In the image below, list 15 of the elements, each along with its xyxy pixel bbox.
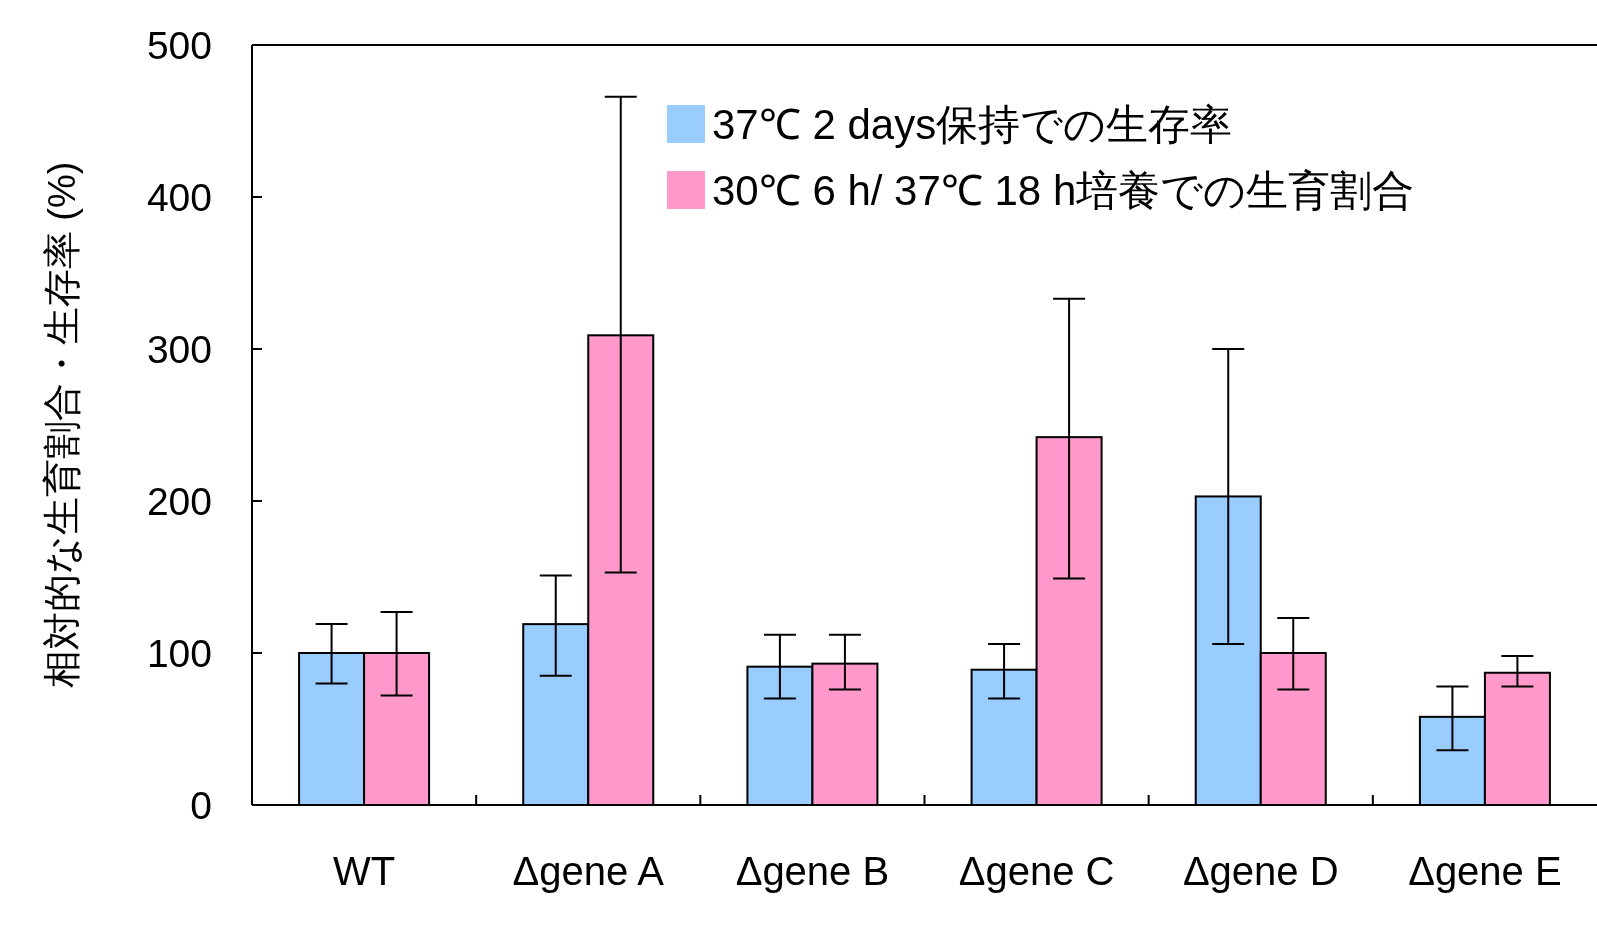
y-tick-label: 400 bbox=[146, 176, 212, 219]
y-tick-label: 500 bbox=[146, 24, 212, 67]
y-tick-label: 100 bbox=[146, 632, 212, 675]
y-tick-label: 200 bbox=[146, 480, 212, 523]
legend-label: 37℃ 2 days保持での生存率 bbox=[712, 101, 1233, 148]
x-tick-label: Δgene B bbox=[735, 849, 890, 893]
y-tick-label: 300 bbox=[146, 328, 212, 371]
x-tick-label: WT bbox=[332, 849, 396, 893]
x-tick-label: Δgene A bbox=[512, 849, 665, 893]
x-tick-label: Δgene E bbox=[1408, 849, 1562, 893]
x-tick-label: Δgene C bbox=[958, 849, 1115, 893]
legend-label: 30℃ 6 h/ 37℃ 18 h培養での生育割合 bbox=[712, 167, 1415, 214]
x-tick-label: Δgene D bbox=[1182, 849, 1339, 893]
y-tick-label: 0 bbox=[190, 784, 212, 827]
y-axis-title: 相対的な生育割合・生存率 (%) bbox=[41, 161, 83, 689]
